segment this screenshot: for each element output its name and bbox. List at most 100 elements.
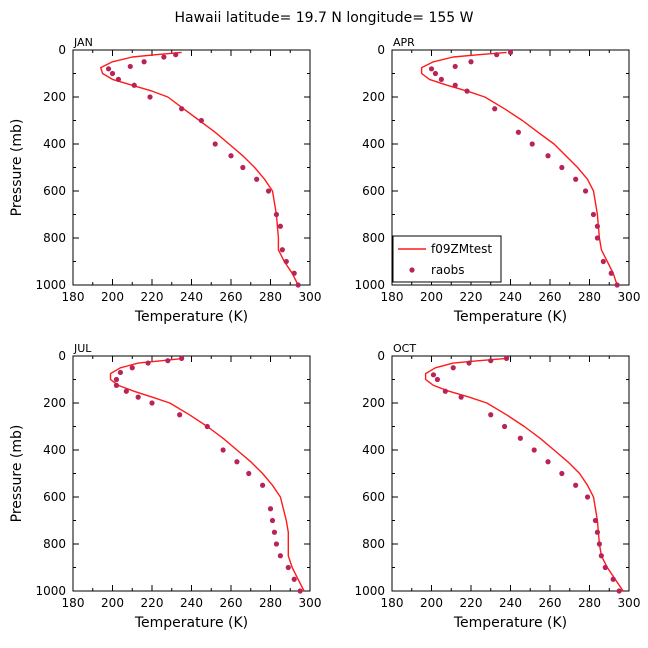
data-point-raobs (279, 247, 285, 253)
data-point-raobs (115, 76, 122, 82)
y-tick-label: 200 (362, 396, 385, 410)
data-point-raobs (228, 153, 234, 159)
data-point-raobs (265, 188, 272, 194)
data-point-raobs (177, 412, 183, 418)
data-point-raobs (468, 59, 474, 65)
data-point-raobs (147, 94, 153, 100)
y-tick-label: 0 (58, 43, 66, 57)
x-tick-label: 200 (101, 290, 124, 304)
data-point-raobs (616, 588, 622, 594)
data-point-raobs (428, 66, 435, 72)
panels-group: 180 200 220 240 260 280 300 0 200 400 600 800 1000 Te… (9, 36, 640, 631)
data-point-raobs (179, 106, 185, 112)
y-tick-label: 800 (362, 231, 385, 245)
data-point-raobs (545, 153, 551, 159)
x-axis-label: Temperature (K) (134, 309, 248, 325)
data-point-raobs (450, 365, 456, 371)
x-tick-label: 220 (141, 290, 164, 304)
plot-frame (72, 355, 311, 592)
data-point-raobs (260, 482, 266, 488)
data-point-raobs (590, 211, 597, 218)
data-point-raobs (438, 76, 444, 82)
y-tick-label: 1000 (35, 278, 66, 292)
series-line-f09zmtest (420, 51, 618, 286)
data-point-raobs (592, 517, 599, 524)
y-tick-label: 200 (43, 90, 66, 104)
y-tick-label: 400 (362, 443, 385, 457)
data-point-raobs (198, 117, 204, 124)
x-tick-label: 300 (299, 596, 322, 610)
data-point-raobs (113, 382, 120, 388)
data-point-raobs (442, 388, 448, 394)
plot-frame (72, 49, 311, 286)
data-point-raobs (594, 529, 601, 535)
x-tick-label: 300 (618, 290, 641, 304)
data-point-raobs (594, 235, 601, 241)
data-point-raobs (212, 141, 218, 147)
x-tick-label: 280 (578, 596, 601, 610)
data-point-raobs (135, 394, 141, 400)
x-axis-label: Temperature (K) (134, 615, 248, 631)
data-point-raobs (610, 576, 616, 582)
x-tick-label: 260 (220, 290, 243, 304)
data-point-raobs (285, 564, 291, 571)
data-point-raobs (283, 258, 289, 265)
x-tick-label: 280 (259, 596, 282, 610)
data-point-raobs (507, 49, 514, 55)
panel-title: APR (393, 36, 415, 49)
y-tick-label: 400 (43, 137, 66, 151)
data-point-raobs (295, 282, 301, 288)
data-point-raobs (488, 412, 494, 418)
data-point-raobs (277, 223, 283, 229)
x-tick-label: 280 (578, 290, 601, 304)
y-tick-label: 1000 (35, 584, 66, 598)
data-point-raobs (596, 541, 602, 547)
data-point-raobs (117, 369, 123, 376)
data-point-raobs (220, 447, 226, 453)
x-tick-label: 200 (101, 596, 124, 610)
x-tick-label: 220 (141, 596, 164, 610)
data-point-raobs (452, 82, 458, 88)
y-tick-label: 800 (43, 537, 66, 551)
y-tick-label: 0 (377, 43, 385, 57)
data-point-raobs (432, 70, 439, 77)
legend-label: f09ZMtest (431, 242, 492, 256)
y-tick-label: 400 (362, 137, 385, 151)
x-tick-label: 200 (420, 596, 443, 610)
data-point-raobs (614, 282, 620, 288)
x-tick-label: 200 (420, 290, 443, 304)
data-point-raobs (127, 63, 133, 70)
data-point-raobs (488, 358, 494, 364)
data-point-raobs (529, 141, 535, 147)
data-point-raobs (145, 360, 151, 366)
x-tick-label: 180 (381, 290, 404, 304)
data-point-raobs (464, 88, 470, 94)
data-point-raobs (269, 517, 276, 524)
data-point-raobs (141, 59, 147, 65)
x-tick-label: 220 (460, 596, 483, 610)
data-point-raobs (573, 482, 579, 488)
data-point-raobs (273, 541, 280, 547)
data-point-raobs (161, 54, 167, 60)
series-line-f09zmtest (109, 357, 305, 592)
legend-box (392, 235, 502, 283)
x-tick-label: 240 (180, 290, 203, 304)
data-point-raobs (131, 82, 137, 88)
panel-jan: 180 200 220 240 260 280 300 0 200 400 600 800 1000 Te… (9, 36, 321, 325)
x-tick-label: 300 (618, 596, 641, 610)
panel-title: OCT (393, 342, 416, 355)
y-tick-label: 0 (58, 349, 66, 363)
x-tick-label: 240 (499, 596, 522, 610)
y-tick-label: 600 (43, 184, 66, 198)
data-point-raobs (129, 365, 135, 371)
plot-frame (391, 355, 630, 592)
data-point-raobs (582, 188, 589, 194)
panel-oct: 180 200 220 240 260 280 300 0 200 400 600 800 1000 Te… (354, 342, 640, 631)
data-point-raobs (584, 494, 591, 500)
y-tick-label: 200 (43, 396, 66, 410)
data-point-raobs (234, 459, 240, 465)
panel-title: JUL (73, 342, 92, 355)
data-point-raobs (545, 459, 551, 465)
data-point-raobs (204, 423, 210, 430)
